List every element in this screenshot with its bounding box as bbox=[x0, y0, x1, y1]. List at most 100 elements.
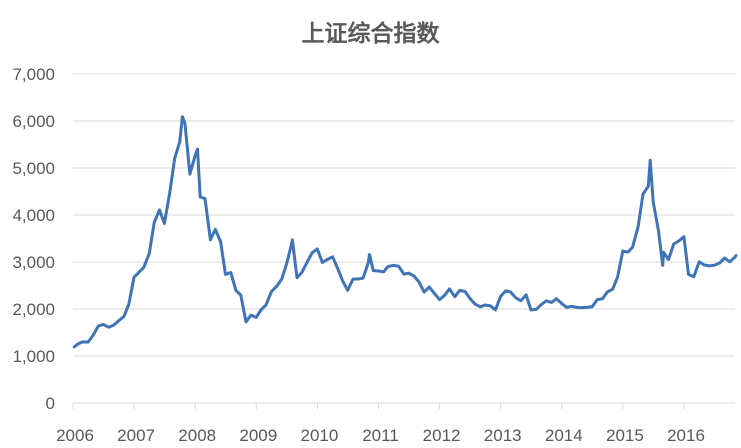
data-point bbox=[454, 295, 456, 298]
data-point bbox=[418, 281, 421, 284]
data-point bbox=[443, 294, 446, 297]
data-point bbox=[107, 326, 110, 329]
data-point bbox=[194, 154, 196, 157]
data-point bbox=[331, 255, 334, 258]
data-point bbox=[342, 280, 344, 283]
y-tick-label: 2,000 bbox=[12, 300, 55, 319]
data-point bbox=[199, 196, 201, 198]
data-point bbox=[469, 297, 471, 300]
x-tick-label: 2012 bbox=[423, 426, 461, 445]
data-point bbox=[448, 288, 451, 290]
data-point bbox=[525, 294, 527, 296]
data-point bbox=[133, 276, 135, 279]
data-point bbox=[677, 240, 680, 242]
data-point bbox=[97, 325, 100, 327]
data-point bbox=[622, 250, 624, 252]
data-point bbox=[255, 316, 257, 319]
data-point bbox=[611, 288, 614, 291]
data-point bbox=[357, 278, 359, 280]
data-point bbox=[92, 334, 94, 337]
data-point bbox=[382, 271, 385, 273]
data-point bbox=[649, 159, 651, 161]
data-point bbox=[184, 122, 186, 124]
data-point bbox=[245, 321, 247, 323]
data-point bbox=[423, 291, 425, 293]
series-line bbox=[72, 115, 738, 349]
y-axis: 0 1,000 2,000 3,000 4,000 5,000 6,000 7,000 bbox=[12, 65, 55, 413]
data-point bbox=[163, 222, 166, 225]
data-point bbox=[260, 308, 263, 311]
data-point bbox=[703, 264, 705, 266]
data-point bbox=[230, 271, 232, 274]
data-point bbox=[77, 343, 79, 345]
data-point bbox=[265, 304, 267, 306]
data-point bbox=[326, 258, 328, 261]
data-point bbox=[545, 300, 548, 302]
data-point bbox=[301, 271, 303, 274]
data-point bbox=[464, 290, 466, 293]
data-point bbox=[515, 297, 517, 299]
data-point bbox=[346, 289, 349, 292]
data-point bbox=[576, 306, 578, 309]
data-point bbox=[687, 273, 690, 276]
data-point bbox=[316, 248, 319, 250]
data-point bbox=[285, 263, 288, 265]
data-point bbox=[158, 209, 161, 211]
x-tick-label: 2007 bbox=[117, 426, 155, 445]
data-point bbox=[403, 273, 405, 275]
data-point bbox=[214, 228, 217, 231]
data-point bbox=[647, 185, 650, 187]
data-point bbox=[631, 246, 634, 249]
data-point bbox=[168, 192, 171, 194]
x-tick-label: 2008 bbox=[178, 426, 216, 445]
y-tick-label: 3,000 bbox=[12, 253, 55, 272]
data-point bbox=[570, 305, 573, 308]
data-point bbox=[148, 252, 151, 255]
data-point bbox=[596, 298, 599, 301]
data-point bbox=[204, 197, 206, 200]
data-point bbox=[87, 341, 89, 343]
data-point bbox=[102, 323, 105, 326]
data-point bbox=[735, 254, 738, 256]
x-tick-label: 2014 bbox=[545, 426, 583, 445]
data-point bbox=[627, 251, 629, 253]
y-tick-label: 5,000 bbox=[12, 159, 55, 178]
data-point bbox=[72, 346, 75, 349]
data-point bbox=[189, 173, 191, 175]
data-point bbox=[657, 230, 660, 232]
data-point bbox=[718, 262, 721, 264]
data-point bbox=[291, 241, 293, 244]
data-point bbox=[362, 277, 364, 280]
data-point bbox=[275, 285, 278, 288]
data-point bbox=[560, 302, 563, 305]
chart-title: 上证综合指数 bbox=[301, 21, 440, 47]
x-tick-label: 2013 bbox=[484, 426, 522, 445]
data-point bbox=[667, 258, 670, 261]
data-point bbox=[209, 239, 212, 241]
data-point bbox=[438, 298, 441, 301]
y-tick-label: 6,000 bbox=[12, 112, 55, 131]
data-point bbox=[661, 264, 664, 267]
data-point bbox=[240, 294, 242, 297]
data-point bbox=[504, 290, 507, 292]
data-point bbox=[372, 269, 375, 272]
data-point bbox=[458, 289, 461, 292]
data-point bbox=[280, 278, 283, 281]
data-point bbox=[367, 262, 370, 264]
data-point bbox=[178, 141, 181, 143]
data-point bbox=[698, 261, 700, 263]
data-point bbox=[112, 324, 115, 326]
data-point bbox=[591, 305, 593, 308]
data-point bbox=[484, 304, 487, 306]
data-point bbox=[377, 270, 380, 272]
data-point bbox=[306, 261, 308, 264]
data-point bbox=[550, 301, 553, 304]
data-point bbox=[250, 314, 252, 316]
data-point bbox=[311, 252, 313, 254]
data-point bbox=[708, 265, 711, 267]
data-point bbox=[728, 261, 731, 263]
data-point bbox=[509, 291, 512, 293]
data-point bbox=[224, 273, 227, 276]
data-point bbox=[81, 341, 84, 343]
data-point bbox=[535, 308, 538, 311]
